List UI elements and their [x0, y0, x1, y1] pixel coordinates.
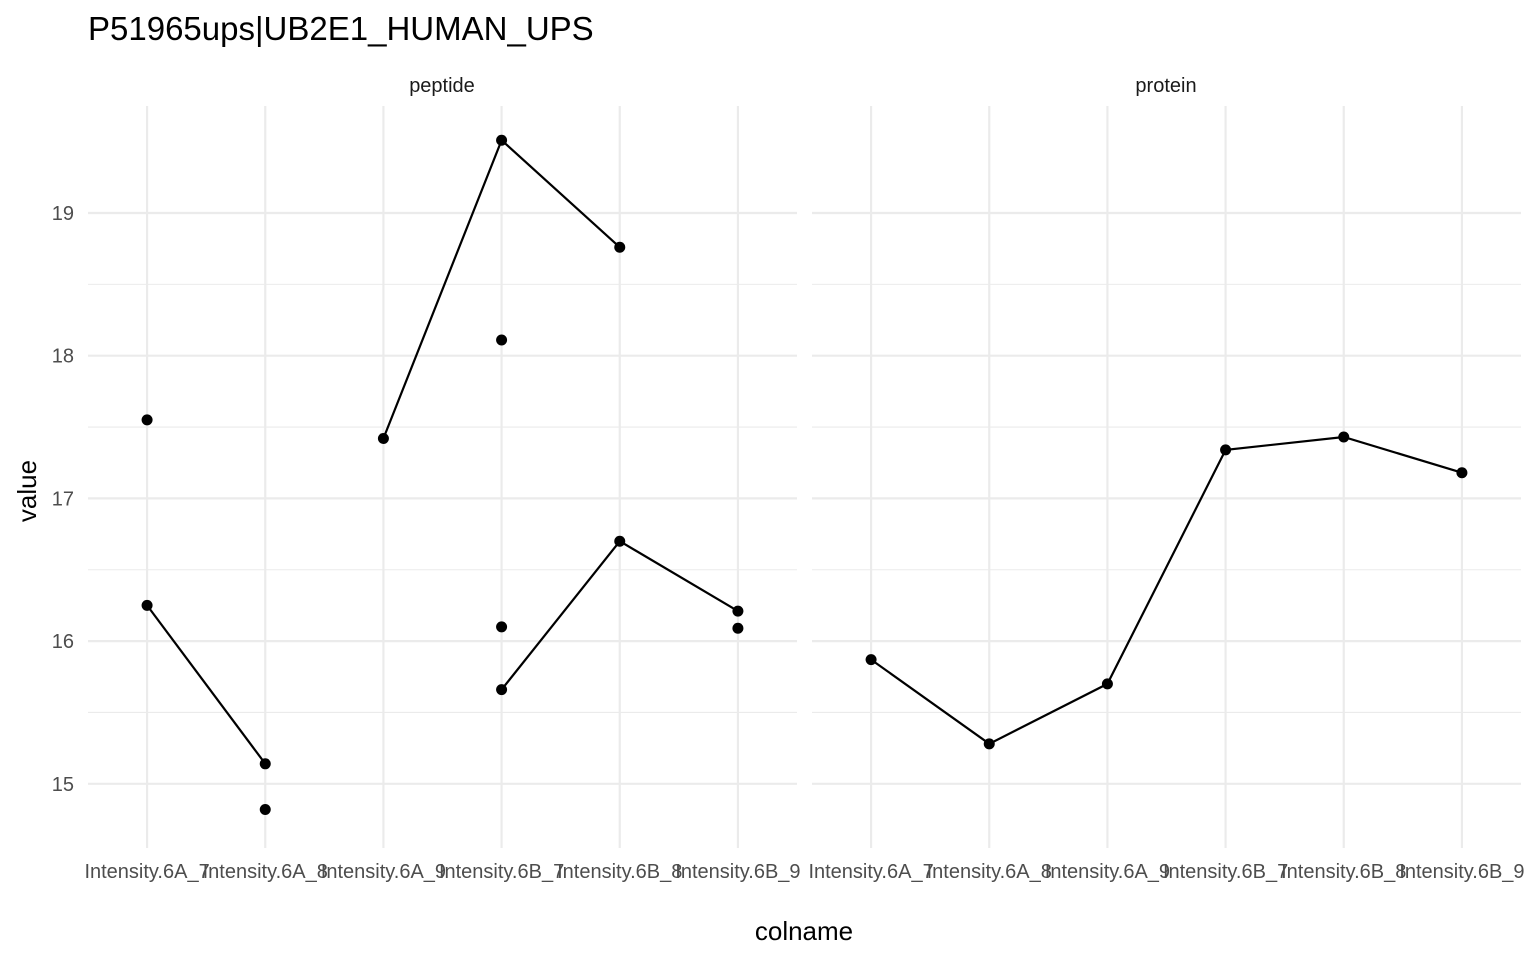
panel-marks — [865, 431, 1468, 750]
x-axis-ticks: Intensity.6A_7Intensity.6A_8Intensity.6A… — [84, 861, 800, 883]
data-point — [141, 599, 153, 611]
x-tick-label: Intensity.6A_7 — [808, 861, 933, 883]
data-point — [141, 414, 153, 426]
y-tick-label: 18 — [52, 346, 74, 368]
panel-protein: protein Intensity.6A_7Intensity.6A_8Inte… — [808, 75, 1524, 883]
panel-strip-label: protein — [1135, 75, 1196, 97]
x-axis-ticks: Intensity.6A_7Intensity.6A_8Intensity.6A… — [808, 861, 1524, 883]
data-point — [496, 684, 508, 696]
data-point — [259, 803, 271, 815]
y-tick-label: 16 — [52, 631, 74, 653]
data-point — [1456, 467, 1468, 479]
data-point — [732, 605, 744, 617]
x-tick-label: Intensity.6A_9 — [1045, 861, 1170, 883]
x-tick-label: Intensity.6B_9 — [675, 861, 800, 883]
data-point — [259, 758, 271, 770]
x-tick-label: Intensity.6B_8 — [557, 861, 682, 883]
x-tick-label: Intensity.6A_8 — [203, 861, 328, 883]
data-point — [865, 654, 877, 666]
data-point — [732, 622, 744, 634]
x-tick-label: Intensity.6B_8 — [1281, 861, 1406, 883]
y-tick-label: 15 — [52, 774, 74, 796]
y-tick-label: 17 — [52, 488, 74, 510]
data-point — [1220, 444, 1232, 456]
x-tick-label: Intensity.6A_7 — [84, 861, 209, 883]
data-point — [496, 134, 508, 146]
panel-marks — [141, 134, 744, 815]
data-point — [377, 432, 389, 444]
panel-strip-label: peptide — [409, 75, 475, 97]
y-axis-ticks: 15 16 17 18 19 — [52, 203, 74, 796]
x-tick-label: Intensity.6B_7 — [1163, 861, 1288, 883]
panel-grid — [88, 106, 797, 848]
chart-title: P51965ups|UB2E1_HUMAN_UPS — [88, 10, 594, 47]
x-tick-label: Intensity.6A_9 — [321, 861, 446, 883]
panel-grid — [812, 106, 1521, 848]
series-line — [870, 435, 1463, 746]
data-point — [1338, 431, 1350, 443]
data-point — [614, 535, 626, 547]
y-tick-label: 19 — [52, 203, 74, 225]
series-line — [146, 604, 267, 765]
data-point — [496, 621, 508, 633]
x-tick-label: Intensity.6B_7 — [439, 861, 564, 883]
panel-peptide: peptide Intensity.6A_7Intensity.6A_8Inte… — [84, 75, 800, 883]
x-axis-label: colname — [755, 916, 853, 946]
y-axis-label: value — [12, 460, 42, 522]
data-point — [614, 241, 626, 253]
data-point — [983, 738, 995, 750]
x-tick-label: Intensity.6A_8 — [927, 861, 1052, 883]
data-point — [1101, 678, 1113, 690]
data-point — [496, 334, 508, 346]
x-tick-label: Intensity.6B_9 — [1399, 861, 1524, 883]
